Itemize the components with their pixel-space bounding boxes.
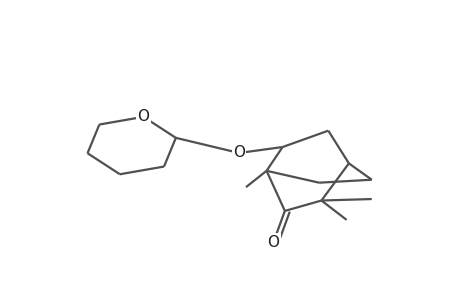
Text: O: O [137, 109, 149, 124]
Text: O: O [267, 235, 279, 250]
Text: O: O [233, 146, 245, 160]
